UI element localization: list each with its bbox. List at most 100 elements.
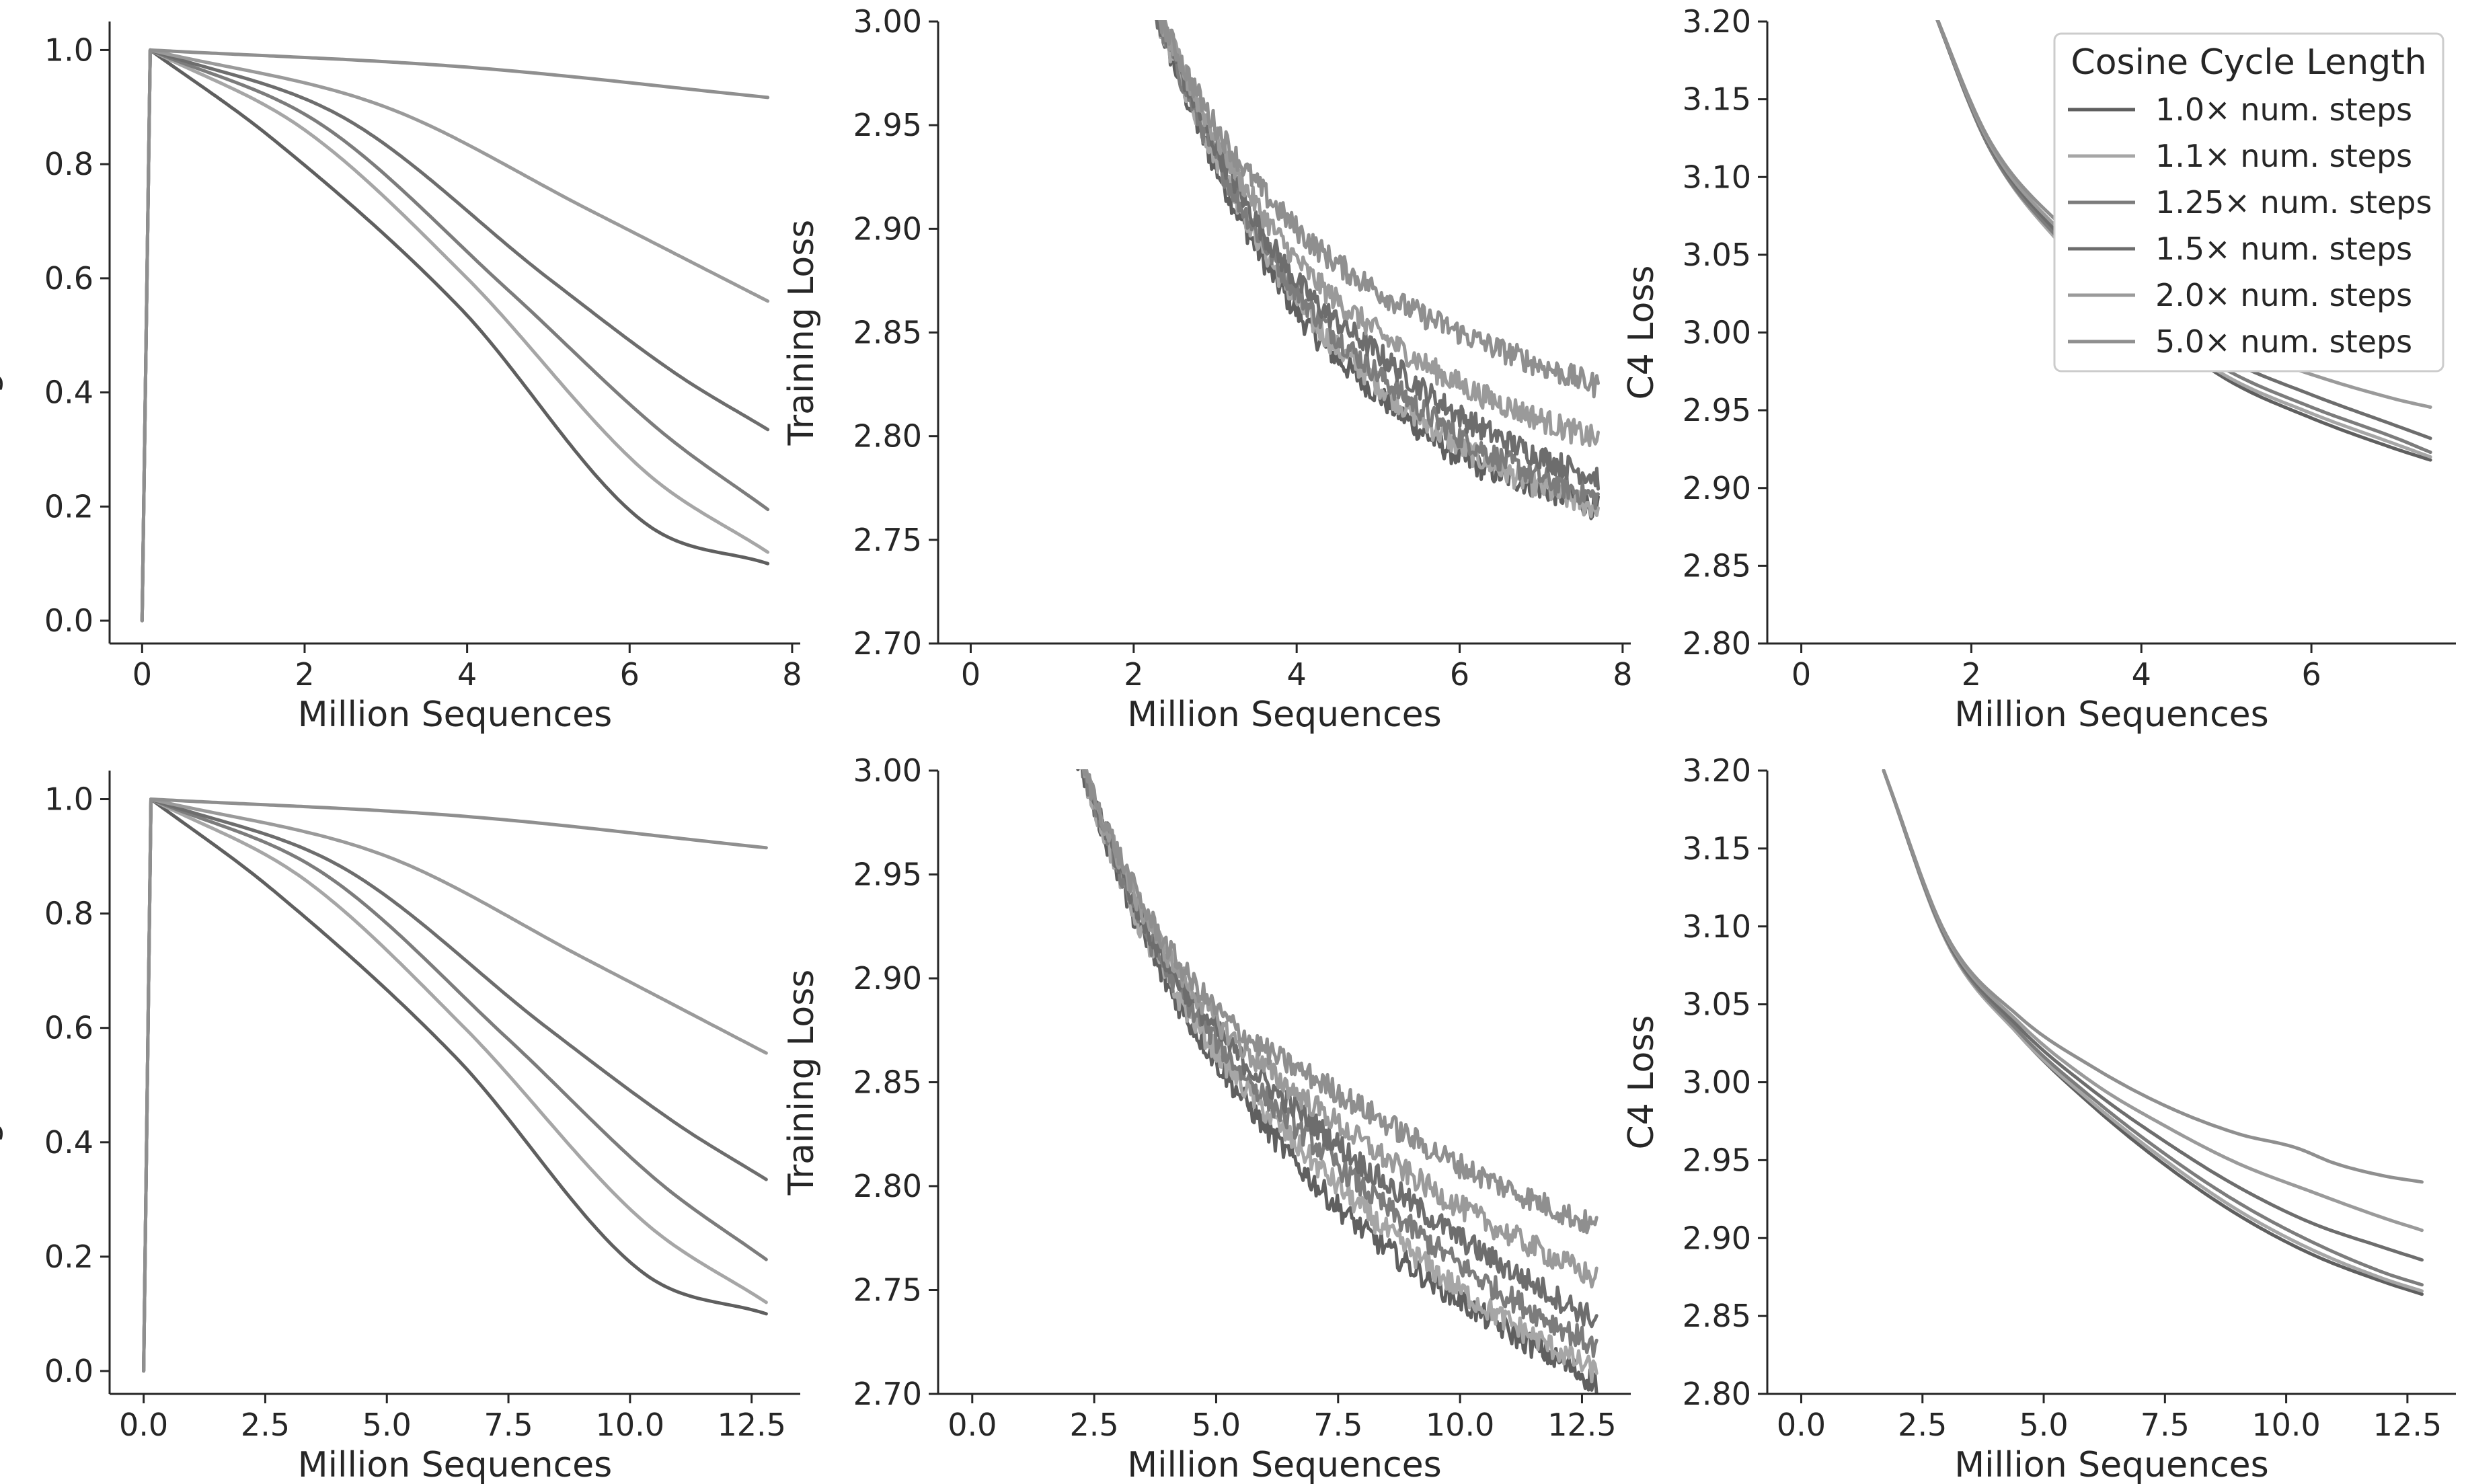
series-line-3: [140, 48, 770, 623]
y-tick-label: 2.90: [853, 960, 922, 997]
y-tick-label: 2.80: [1683, 625, 1751, 662]
y-axis-label: Training Loss: [781, 220, 822, 446]
x-tick-label: 4: [1287, 656, 1307, 693]
x-tick-label: 6: [620, 656, 640, 693]
x-tick-label: 0: [1791, 656, 1811, 693]
y-axis-label: Learning Rate/Max LR: [0, 891, 4, 1273]
x-tick-label: 0.0: [948, 1407, 997, 1443]
series-group: [1076, 769, 1598, 1394]
y-tick-label: 3.10: [1683, 908, 1751, 945]
legend-entries: 1.0× num. steps 1.1× num. steps 1.25× num.…: [2068, 91, 2432, 360]
y-tick-label: 2.70: [853, 625, 922, 662]
series-group: [142, 797, 768, 1373]
x-tick-label: 12.5: [2373, 1407, 2442, 1443]
series-group: [1155, 20, 1600, 520]
x-axis-label: Million Sequences: [1954, 695, 2269, 735]
series-group: [140, 48, 770, 623]
x-tick-label: 7.5: [484, 1407, 533, 1443]
x-tick-label: 2.5: [1898, 1407, 1947, 1443]
legend-entry-label: 1.0× num. steps: [2155, 91, 2412, 128]
legend: Cosine Cycle Length 1.0× num. steps 1.1× …: [2053, 32, 2444, 373]
y-tick-label: 2.85: [1683, 547, 1751, 584]
series-line-4: [142, 797, 768, 1373]
y-tick-label: 3.20: [1683, 752, 1751, 789]
series-line-3: [142, 797, 768, 1373]
y-tick-label: 2.95: [1683, 392, 1751, 428]
y-tick-label: 3.00: [853, 752, 922, 789]
y-axis-label: Learning Rate/Max LR: [0, 141, 4, 523]
y-tick-label: 2.90: [1683, 470, 1751, 506]
y-tick-label: 3.00: [1683, 315, 1751, 351]
series-line-3: [1155, 20, 1600, 510]
y-tick-label: 0.6: [44, 1010, 93, 1046]
y-tick-label: 3.00: [853, 3, 922, 40]
y-tick-label: 2.90: [853, 210, 922, 247]
series-line-4: [1080, 769, 1598, 1329]
x-tick-label: 12.5: [717, 1407, 785, 1443]
series-line-2: [140, 48, 770, 623]
series-line-5: [140, 48, 770, 623]
y-tick-label: 2.80: [853, 1168, 922, 1204]
series-line-1: [1076, 769, 1598, 1394]
x-axis-label: Million Sequences: [298, 1445, 613, 1484]
x-axis-label: Million Sequences: [1954, 1445, 2269, 1484]
y-tick-label: 2.85: [853, 315, 922, 351]
y-tick-label: 3.15: [1683, 81, 1751, 118]
y-tick-label: 2.95: [853, 107, 922, 143]
y-tick-label: 2.75: [853, 522, 922, 558]
legend-frame: [2053, 32, 2444, 373]
y-tick-label: 0.0: [44, 1353, 93, 1389]
series-line-1: [140, 48, 770, 623]
x-tick-label: 0.0: [1777, 1407, 1826, 1443]
x-tick-label: 0: [132, 656, 152, 693]
y-tick-label: 1.0: [44, 781, 93, 818]
y-axis-label: C4 Loss: [1621, 1015, 1662, 1150]
y-tick-label: 0.2: [44, 488, 93, 524]
x-axis-label: Million Sequences: [1127, 1445, 1442, 1484]
x-tick-label: 5.0: [2019, 1407, 2068, 1443]
y-tick-label: 2.95: [1683, 1142, 1751, 1178]
y-tick-label: 3.00: [1683, 1064, 1751, 1101]
x-tick-label: 6: [1450, 656, 1469, 693]
y-tick-label: 2.75: [853, 1272, 922, 1309]
series-group: [1882, 769, 2424, 1296]
y-tick-label: 2.70: [853, 1376, 922, 1412]
legend-entry-label: 5.0× num. steps: [2155, 323, 2412, 360]
x-tick-label: 5.0: [362, 1407, 412, 1443]
series-line-5: [1882, 769, 2424, 1233]
series-line-3: [1083, 769, 1598, 1358]
y-tick-label: 2.85: [853, 1064, 922, 1101]
x-tick-label: 2: [1124, 656, 1143, 693]
y-tick-label: 0.4: [44, 375, 93, 411]
series-line-5: [142, 797, 768, 1373]
legend-entry-label: 1.25× num. steps: [2155, 184, 2432, 221]
x-tick-label: 10.0: [2251, 1407, 2320, 1443]
series-line-2: [1882, 769, 2424, 1293]
y-axis-label: Training Loss: [781, 970, 822, 1196]
x-tick-label: 8: [1613, 656, 1632, 693]
x-tick-label: 2: [1962, 656, 1981, 693]
y-tick-label: 0.0: [44, 602, 93, 639]
y-tick-label: 0.4: [44, 1124, 93, 1161]
x-tick-label: 5.0: [1192, 1407, 1241, 1443]
chart-panel-bottom-left: 0.0 2.5 5.0 7.5 10.0 12.5 0.0 0.2 0.4 0.6 0.8 1.0 Mi…: [0, 771, 800, 1484]
x-tick-label: 10.0: [596, 1407, 664, 1443]
series-line-1: [142, 797, 768, 1373]
series-line-1: [1155, 20, 1600, 520]
chart-panel-bottom-middle: 0.0 2.5 5.0 7.5 10.0 12.5 2.70 2.75 2.80 2.85 2.90…: [781, 752, 1631, 1484]
y-axis-label: C4 Loss: [1621, 266, 1662, 400]
y-tick-label: 0.8: [44, 896, 93, 932]
legend-entry-label: 1.5× num. steps: [2155, 231, 2412, 267]
legend-entry-label: 2.0× num. steps: [2155, 277, 2412, 313]
x-tick-label: 2: [295, 656, 314, 693]
y-tick-label: 0.6: [44, 260, 93, 297]
series-line-2: [1082, 769, 1598, 1384]
series-line-4: [140, 48, 770, 623]
x-axis-label: Million Sequences: [1127, 695, 1442, 735]
x-tick-label: 2.5: [1070, 1407, 1119, 1443]
series-line-3: [1882, 769, 2424, 1287]
y-tick-label: 3.20: [1683, 3, 1751, 40]
x-tick-label: 7.5: [1313, 1407, 1362, 1443]
series-line-6: [142, 797, 768, 1373]
